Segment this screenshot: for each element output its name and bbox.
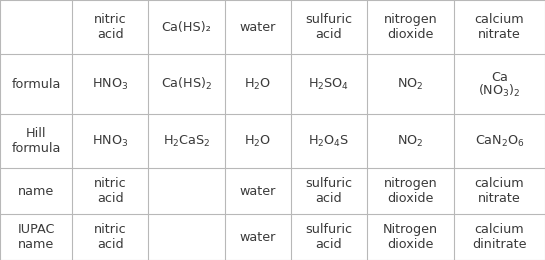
Text: nitric
acid: nitric acid [94, 177, 126, 205]
Text: IUPAC
name: IUPAC name [17, 223, 55, 251]
Text: nitrogen
dioxide: nitrogen dioxide [384, 13, 437, 41]
Text: calcium
dinitrate: calcium dinitrate [472, 223, 526, 251]
Text: sulfuric
acid: sulfuric acid [305, 13, 352, 41]
Text: $\mathregular{H_{2}O}$: $\mathregular{H_{2}O}$ [244, 134, 271, 149]
Text: $\mathregular{HNO_{3}}$: $\mathregular{HNO_{3}}$ [92, 77, 129, 92]
Text: $\mathregular{H_{2}CaS_{2}}$: $\mathregular{H_{2}CaS_{2}}$ [163, 134, 210, 149]
Text: nitric
acid: nitric acid [94, 13, 126, 41]
Text: name: name [18, 185, 54, 198]
Text: calcium
nitrate: calcium nitrate [475, 177, 524, 205]
Text: Nitrogen
dioxide: Nitrogen dioxide [383, 223, 438, 251]
Text: $\mathregular{H_{2}SO_{4}}$: $\mathregular{H_{2}SO_{4}}$ [308, 77, 349, 92]
Text: Ca(HS)₂: Ca(HS)₂ [162, 21, 211, 34]
Text: $\mathregular{Ca}$: $\mathregular{Ca}$ [490, 71, 508, 84]
Text: water: water [239, 21, 276, 34]
Text: $\mathregular{H_{2}O_{4}S}$: $\mathregular{H_{2}O_{4}S}$ [308, 134, 349, 149]
Text: water: water [239, 185, 276, 198]
Text: nitric
acid: nitric acid [94, 223, 126, 251]
Text: $\mathregular{NO_{2}}$: $\mathregular{NO_{2}}$ [397, 134, 423, 149]
Text: Hill
formula: Hill formula [11, 127, 60, 155]
Text: $\mathregular{HNO_{3}}$: $\mathregular{HNO_{3}}$ [92, 134, 129, 149]
Text: $\mathregular{Ca(HS)_{2}}$: $\mathregular{Ca(HS)_{2}}$ [161, 76, 212, 92]
Text: water: water [239, 231, 276, 244]
Text: $\mathregular{CaN_{2}O_{6}}$: $\mathregular{CaN_{2}O_{6}}$ [475, 134, 524, 149]
Text: $\mathregular{NO_{2}}$: $\mathregular{NO_{2}}$ [397, 77, 423, 92]
Text: calcium
nitrate: calcium nitrate [475, 13, 524, 41]
Text: $\mathregular{(NO_{3})_{2}}$: $\mathregular{(NO_{3})_{2}}$ [478, 83, 520, 99]
Text: sulfuric
acid: sulfuric acid [305, 223, 352, 251]
Text: formula: formula [11, 78, 60, 91]
Text: sulfuric
acid: sulfuric acid [305, 177, 352, 205]
Text: nitrogen
dioxide: nitrogen dioxide [384, 177, 437, 205]
Text: $\mathregular{H_{2}O}$: $\mathregular{H_{2}O}$ [244, 77, 271, 92]
